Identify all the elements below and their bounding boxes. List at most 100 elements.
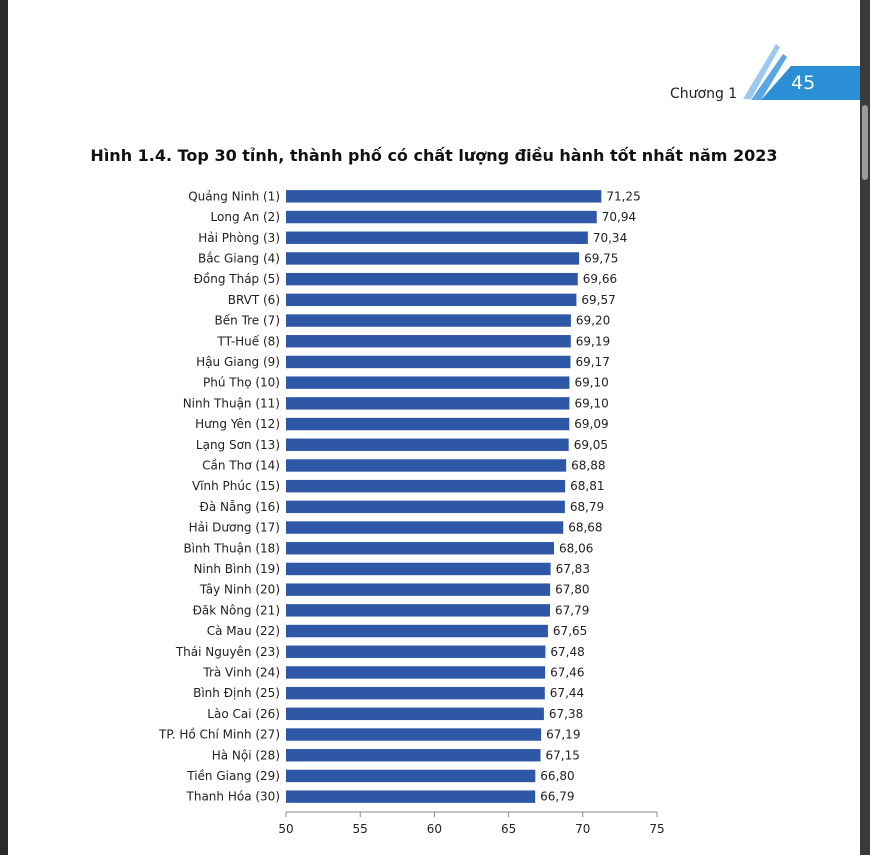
bar (286, 707, 544, 721)
bar (286, 686, 545, 700)
scrollbar[interactable] (860, 0, 870, 855)
category-label: Tiền Giang (29) (186, 769, 280, 783)
category-label: Thái Nguyên (23) (175, 645, 280, 659)
category-label: Hưng Yên (12) (195, 417, 280, 431)
x-tick-label: 50 (278, 822, 293, 836)
bar (286, 335, 571, 348)
value-label: 68,81 (570, 479, 604, 493)
bar (286, 210, 597, 224)
bar (286, 459, 567, 472)
bar (286, 624, 548, 638)
bar (286, 397, 570, 410)
bar (286, 417, 570, 431)
bar-chart: Quảng Ninh (1) 71,25 Long An (2) 70,94 Hải P… (158, 189, 665, 836)
document-page: Chương 1 45 Hình 1.4. Top 30 tỉnh, thành… (8, 0, 870, 855)
category-label: Cà Mau (22) (207, 624, 280, 638)
bar (286, 749, 541, 762)
value-label: 67,79 (555, 603, 589, 617)
value-label: 69,19 (576, 334, 610, 348)
value-label: 69,10 (574, 376, 608, 390)
value-label: 68,88 (571, 458, 605, 472)
category-label: Ninh Thuận (11) (183, 396, 280, 410)
bar (286, 479, 566, 493)
category-label: Bình Thuận (18) (183, 541, 280, 555)
bar (286, 604, 551, 617)
category-label: Lào Cai (26) (207, 707, 280, 721)
value-label: 67,65 (553, 624, 587, 638)
x-tick-label: 55 (353, 822, 368, 836)
bar (286, 521, 564, 534)
category-label: Thanh Hóa (30) (186, 790, 280, 804)
bars-group: Quảng Ninh (1) 71,25 Long An (2) 70,94 Hải P… (158, 189, 641, 803)
category-label: Quảng Ninh (1) (188, 189, 280, 203)
category-label: Vĩnh Phúc (15) (192, 479, 280, 493)
value-label: 67,46 (550, 665, 584, 679)
bar (286, 542, 555, 555)
value-label: 68,06 (559, 541, 593, 555)
chart-title: Hình 1.4. Top 30 tỉnh, thành phố có chất… (90, 146, 778, 165)
scrollbar-thumb[interactable] (862, 105, 868, 180)
bar (286, 438, 569, 451)
x-tick-label: 70 (575, 822, 590, 836)
bar (286, 500, 565, 514)
category-label: Cần Thơ (14) (202, 458, 280, 472)
value-label: 67,83 (556, 562, 590, 576)
value-label: 67,15 (546, 748, 580, 762)
value-label: 69,10 (574, 396, 608, 410)
chapter-label: Chương 1 (670, 86, 738, 102)
value-label: 66,80 (540, 769, 574, 783)
category-label: Ninh Bình (19) (193, 562, 280, 576)
category-label: Phú Thọ (10) (203, 376, 280, 390)
x-axis: 50 55 60 65 70 75 (278, 811, 665, 836)
value-label: 69,57 (581, 293, 615, 307)
category-label: Hậu Giang (9) (196, 355, 280, 369)
bar (286, 769, 536, 783)
category-label: Hải Phòng (3) (198, 231, 280, 245)
value-label: 68,79 (570, 500, 604, 514)
value-label: 67,44 (550, 686, 584, 700)
category-label: Hà Nội (28) (212, 748, 280, 762)
value-label: 69,66 (583, 272, 617, 286)
bar (286, 231, 588, 244)
value-label: 66,79 (540, 790, 574, 804)
x-tick-label: 75 (649, 822, 664, 836)
bar (286, 190, 602, 203)
value-label: 70,34 (593, 231, 627, 245)
page-number-badge (743, 44, 870, 100)
bar (286, 376, 570, 389)
value-label: 69,17 (575, 355, 609, 369)
bar (286, 252, 580, 265)
bar (286, 728, 542, 741)
category-label: Trà Vinh (24) (202, 665, 280, 679)
x-tick-label: 65 (501, 822, 516, 836)
bar (286, 355, 571, 369)
value-label: 69,09 (574, 417, 608, 431)
value-label: 69,75 (584, 251, 618, 265)
bar (286, 583, 551, 596)
value-label: 69,05 (574, 438, 608, 452)
value-label: 67,48 (550, 645, 584, 659)
category-label: Hải Dương (17) (189, 521, 280, 535)
value-label: 67,38 (549, 707, 583, 721)
value-label: 69,20 (576, 314, 610, 328)
category-label: Bắc Giang (4) (198, 251, 280, 265)
category-label: Long An (2) (211, 210, 280, 224)
bar (286, 645, 546, 658)
bar (286, 666, 546, 679)
bar (286, 293, 577, 307)
category-label: Đà Nẵng (16) (200, 500, 280, 514)
bar (286, 562, 551, 576)
bar (286, 790, 536, 803)
value-label: 70,94 (602, 210, 636, 224)
category-label: Lạng Sơn (13) (196, 438, 280, 452)
value-label: 68,68 (568, 521, 602, 535)
category-label: Bến Tre (7) (215, 314, 280, 328)
category-label: Bình Định (25) (193, 686, 280, 700)
bar (286, 272, 578, 286)
value-label: 71,25 (606, 189, 640, 203)
category-label: BRVT (6) (228, 293, 280, 307)
page-number: 45 (791, 72, 816, 94)
value-label: 67,19 (546, 728, 580, 742)
category-label: Tây Ninh (20) (199, 583, 280, 597)
category-label: Đăk Nông (21) (193, 603, 280, 617)
